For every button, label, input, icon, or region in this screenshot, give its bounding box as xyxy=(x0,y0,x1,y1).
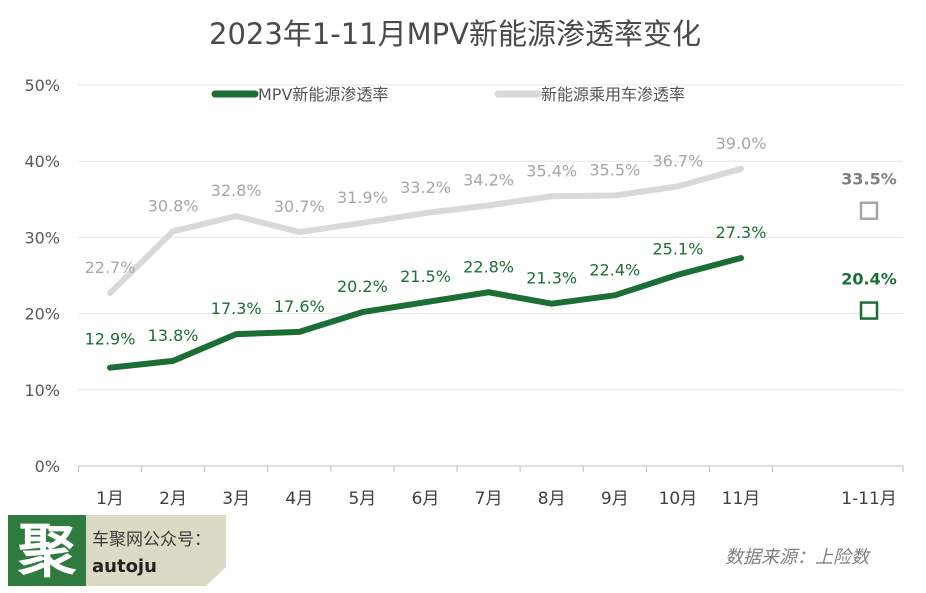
data-label: 39.0% xyxy=(716,134,767,153)
logo-caption: 车聚网公众号： xyxy=(92,530,211,550)
gridlines xyxy=(78,84,903,467)
y-tick-label: 10% xyxy=(24,381,60,400)
line-chart: 2023年1-11月MPV新能源渗透率变化 0%10%20%30%40%50% … xyxy=(24,17,904,509)
series-line-mpv xyxy=(107,254,744,371)
data-label: 17.6% xyxy=(274,297,325,316)
series-layer xyxy=(107,165,744,371)
legend-label: MPV新能源渗透率 xyxy=(258,85,388,104)
x-tick-label: 10月 xyxy=(659,489,698,509)
data-label: 30.7% xyxy=(274,197,325,216)
y-tick-label: 0% xyxy=(35,457,60,476)
data-label: 22.8% xyxy=(463,257,514,276)
x-tick-label: 2月 xyxy=(159,489,187,509)
data-source-note: 数据来源：上险数 xyxy=(725,547,869,568)
summary-label: 33.5% xyxy=(841,170,897,189)
x-axis: 1月 2月 3月 4月 5月 6月 7月 8月 9月 10月 11月 1-11月 xyxy=(77,466,904,509)
summary-label: 20.4% xyxy=(841,270,897,289)
data-label: 17.3% xyxy=(211,299,262,318)
x-tick-label: 9月 xyxy=(601,489,629,509)
legend: MPV新能源渗透率 新能源乘用车渗透率 xyxy=(211,85,685,104)
y-tick-label: 50% xyxy=(24,76,60,95)
summary-markers: 20.4% 33.5% xyxy=(841,170,897,320)
data-label: 27.3% xyxy=(716,223,767,242)
data-label: 35.5% xyxy=(589,160,640,179)
data-label: 35.4% xyxy=(526,161,577,180)
logo-banner-bg xyxy=(8,515,226,586)
x-tick-label: 4月 xyxy=(285,489,313,509)
chart-title: 2023年1-11月MPV新能源渗透率变化 xyxy=(209,17,701,51)
data-label: 30.8% xyxy=(148,196,199,215)
logo-banner: 聚 车聚网公众号： autoju xyxy=(8,515,226,586)
x-tick-label: 8月 xyxy=(538,489,566,509)
data-label: 12.9% xyxy=(85,330,136,349)
y-axis: 0% 10% 20% 30% 40% 50% xyxy=(24,76,60,476)
data-label: 33.2% xyxy=(400,178,451,197)
x-tick-label: 1月 xyxy=(96,489,124,509)
x-tick-label: 5月 xyxy=(348,489,376,509)
summary-marker xyxy=(859,201,879,220)
y-tick-label: 20% xyxy=(24,305,60,324)
x-tick-label: 6月 xyxy=(412,489,440,509)
data-label: 20.2% xyxy=(337,277,388,296)
legend-label: 新能源乘用车渗透率 xyxy=(541,85,685,104)
data-label: 36.7% xyxy=(652,151,703,170)
data-labels: 12.9% 13.8% 17.3% 17.6% 20.2% 21.5% 22.8% 21.3%… xyxy=(85,134,767,349)
x-tick-label: 3月 xyxy=(222,489,250,509)
data-label: 22.7% xyxy=(85,258,136,277)
data-label: 31.9% xyxy=(337,188,388,207)
data-label: 25.1% xyxy=(652,240,703,259)
data-label: 13.8% xyxy=(148,326,199,345)
data-label: 21.5% xyxy=(400,267,451,286)
x-tick-label: 11月 xyxy=(722,489,761,509)
series-line-nev xyxy=(107,165,744,297)
summary-marker xyxy=(859,301,879,320)
data-label: 21.3% xyxy=(526,269,577,288)
logo-mark: 聚 xyxy=(17,517,76,585)
data-label: 34.2% xyxy=(463,170,514,189)
y-tick-label: 40% xyxy=(24,152,60,171)
data-label: 32.8% xyxy=(211,181,262,200)
logo-account: autoju xyxy=(92,556,157,577)
x-tick-label-summary: 1-11月 xyxy=(841,489,897,509)
y-tick-label: 30% xyxy=(24,228,60,247)
x-tick-label: 7月 xyxy=(475,489,503,509)
data-label: 22.4% xyxy=(589,260,640,279)
